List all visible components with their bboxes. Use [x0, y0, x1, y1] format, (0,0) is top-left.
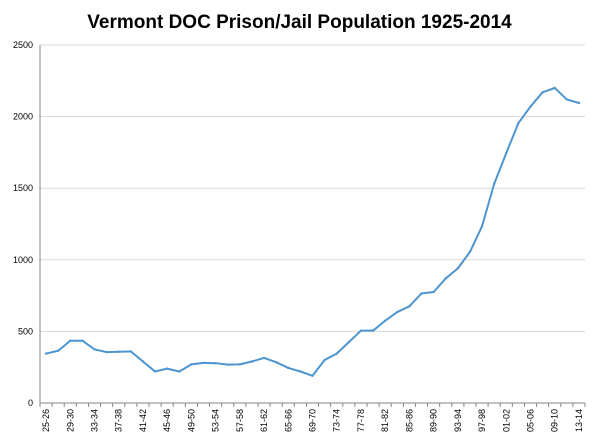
series-group: [44, 86, 581, 377]
data-point-35-36: [105, 350, 108, 354]
data-point-01-02: [505, 151, 508, 155]
x-tick-label: 13-14: [574, 409, 584, 432]
data-point-25-26: [44, 352, 48, 355]
x-tick-label: 73-74: [332, 409, 342, 432]
x-tick-label: 77-78: [356, 409, 366, 432]
gridlines: [40, 44, 585, 332]
y-tick-label: 1000: [13, 255, 33, 265]
y-tick-label: 0: [28, 398, 33, 408]
chart-title: Vermont DOC Prison/Jail Population 1925-…: [87, 12, 512, 33]
data-point-61-62: [262, 356, 266, 360]
x-tick-label: 41-42: [138, 409, 148, 432]
x-tick-label: 05-06: [526, 409, 536, 432]
x-tick-label: 33-34: [90, 409, 100, 432]
data-point-39-40: [129, 350, 133, 353]
data-point-49-50: [190, 363, 193, 366]
axes: [39, 45, 586, 407]
x-tick-label: 97-98: [477, 409, 487, 432]
data-point-71-72: [323, 358, 326, 362]
y-tick-label: 1500: [13, 183, 33, 193]
data-point-99-00: [492, 182, 496, 186]
data-point-43-44: [153, 370, 157, 373]
data-point-31-32: [81, 339, 84, 342]
data-point-47-48: [178, 370, 181, 373]
data-point-97-98: [480, 224, 484, 228]
data-point-87-88: [420, 292, 423, 295]
data-point-03-04: [517, 121, 520, 125]
data-point-63-64: [274, 360, 278, 364]
x-tick-label: 25-26: [41, 409, 51, 432]
x-tick-label: 49-50: [186, 409, 196, 432]
x-tick-label: 81-82: [380, 409, 390, 432]
x-tick-label: 53-54: [211, 409, 221, 432]
data-point-83-84: [396, 310, 399, 314]
data-point-59-60: [250, 360, 254, 363]
series-line-0: [45, 86, 580, 377]
data-point-95-96: [468, 250, 472, 254]
data-point-51-52: [202, 361, 205, 365]
data-point-75-76: [347, 340, 351, 344]
x-tick-label: 85-86: [404, 409, 414, 432]
data-point-11-12: [565, 98, 569, 101]
y-tick-label: 2000: [13, 112, 33, 122]
x-axis-tick-labels: 25-26 29-30 33-34 37-38 41-42 45-46 49-50 53-54…: [41, 409, 584, 432]
data-point-27-28: [56, 349, 60, 352]
data-point-65-66: [287, 366, 290, 370]
data-point-09-10: [553, 86, 556, 90]
x-tick-label: 09-10: [550, 409, 560, 432]
data-point-45-46: [165, 367, 169, 370]
data-point-69-70: [311, 374, 314, 377]
y-tick-label: 500: [18, 326, 33, 336]
data-point-79-80: [371, 329, 375, 332]
data-point-29-30: [69, 339, 72, 342]
x-tick-label: 89-90: [429, 409, 439, 432]
y-tick-label: 2500: [13, 40, 33, 50]
x-tick-label: 37-38: [114, 409, 124, 432]
x-tick-label: 69-70: [308, 409, 318, 432]
data-point-77-78: [359, 329, 363, 332]
data-point-05-06: [529, 105, 532, 108]
data-point-33-34: [93, 348, 96, 351]
data-point-67-68: [299, 370, 302, 373]
data-point-07-08: [541, 91, 544, 94]
data-point-89-90: [432, 290, 435, 294]
data-point-53-54: [214, 361, 217, 365]
x-tick-label: 93-94: [453, 409, 463, 432]
x-tick-label: 57-58: [235, 409, 245, 432]
x-tick-label: 45-46: [162, 409, 172, 432]
data-point-93-94: [456, 267, 460, 270]
data-point-73-74: [335, 352, 338, 355]
x-tick-label: 61-62: [259, 409, 269, 432]
data-point-81-82: [383, 319, 387, 322]
data-point-13-14: [577, 101, 581, 105]
x-tick-label: 65-66: [283, 409, 293, 432]
x-tick-label: 29-30: [65, 409, 75, 432]
data-point-55-56: [226, 363, 229, 366]
data-point-37-38: [117, 350, 120, 353]
data-point-91-92: [444, 277, 447, 280]
data-point-85-86: [408, 305, 411, 308]
y-axis-tick-labels: 0 500 1000 1500 2000 2500: [13, 40, 33, 408]
data-point-57-58: [238, 363, 242, 366]
data-point-41-42: [141, 360, 145, 363]
x-tick-label: 01-02: [501, 409, 511, 432]
